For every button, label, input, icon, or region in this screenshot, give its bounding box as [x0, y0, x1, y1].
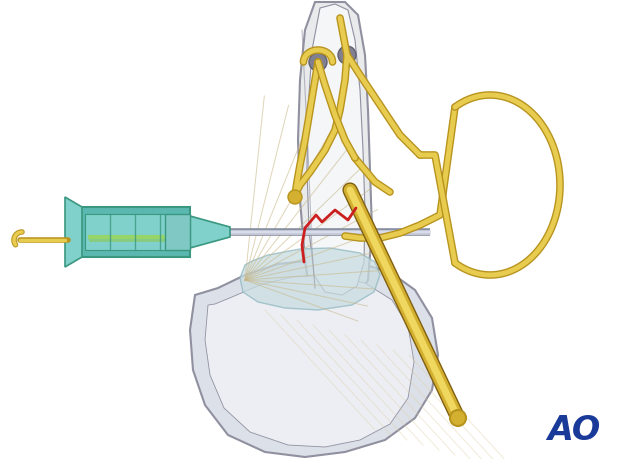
Polygon shape	[307, 4, 365, 295]
Polygon shape	[205, 275, 414, 447]
Polygon shape	[165, 214, 190, 250]
Polygon shape	[298, 2, 372, 305]
Polygon shape	[240, 248, 380, 310]
Polygon shape	[190, 216, 230, 248]
Circle shape	[450, 410, 466, 426]
Text: AO: AO	[547, 414, 600, 447]
Polygon shape	[85, 214, 185, 250]
Polygon shape	[190, 260, 438, 457]
Polygon shape	[80, 207, 190, 257]
Polygon shape	[65, 197, 82, 267]
Circle shape	[288, 190, 302, 204]
Circle shape	[309, 53, 327, 71]
Circle shape	[338, 46, 356, 64]
